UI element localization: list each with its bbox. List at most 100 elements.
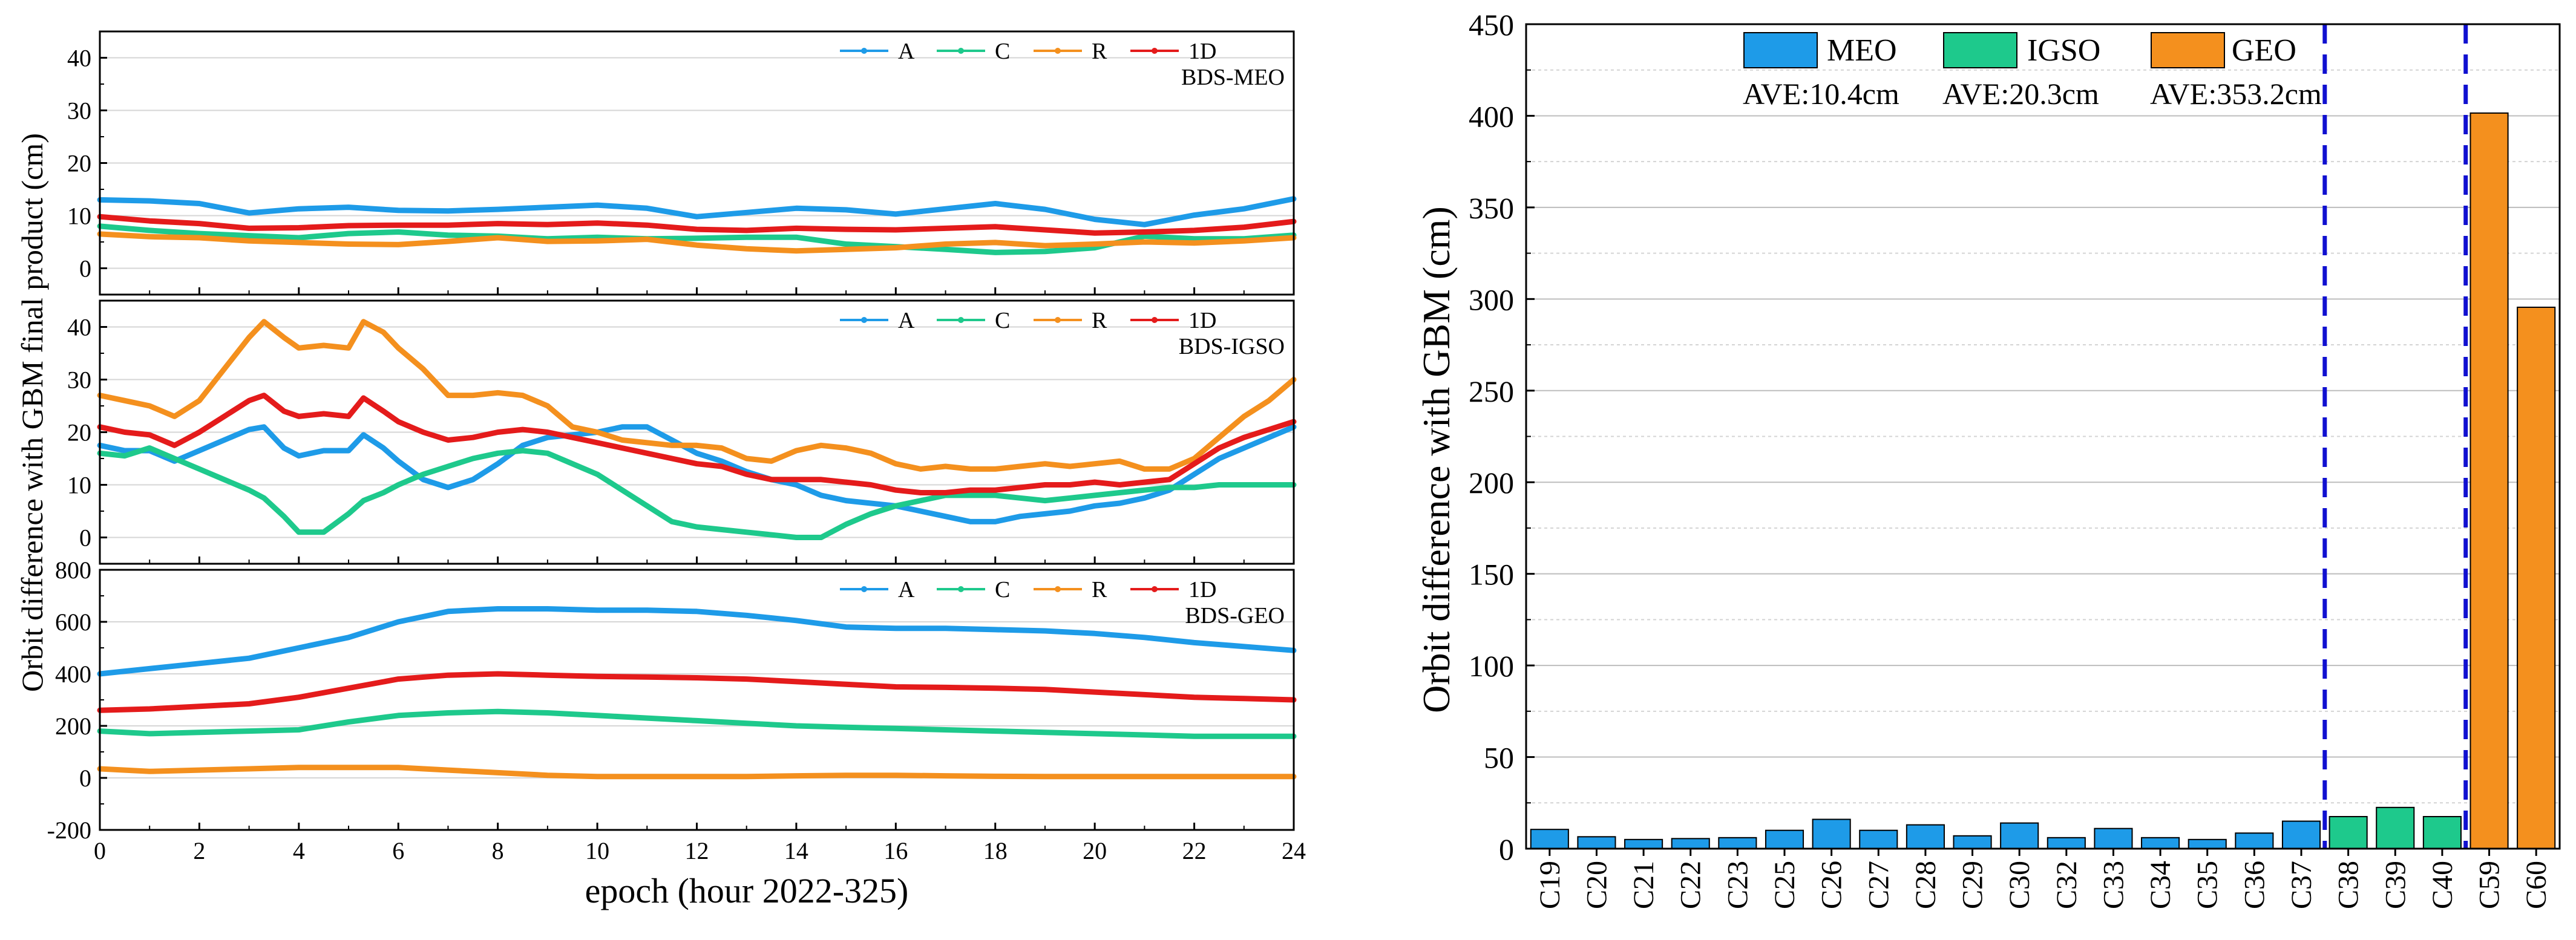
y-tick-label: 30 (67, 367, 91, 394)
x-tick-label-c21: C21 (1628, 861, 1660, 909)
legend-marker-a (861, 586, 867, 592)
x-tick-label: 8 (492, 837, 504, 864)
series-line-a (97, 606, 1297, 677)
legend-marker-a (861, 317, 867, 323)
x-tick-label: 24 (1282, 837, 1306, 864)
legend-average-meo: AVE:10.4cm (1743, 77, 1899, 111)
legend-label-r: R (1092, 39, 1107, 64)
x-tick-label-c29: C29 (1957, 861, 1989, 909)
legend-marker-1d (1152, 317, 1158, 323)
legend-marker-1d (1152, 586, 1158, 592)
x-tick-label: 20 (1083, 837, 1107, 864)
y-tick-label: 450 (1469, 8, 1514, 42)
x-tick-label-c35: C35 (2192, 861, 2224, 909)
legend-marker-c (958, 586, 964, 592)
legend-marker-r (1055, 317, 1061, 323)
y-tick-label: 400 (55, 661, 91, 688)
y-tick-label: 20 (67, 419, 91, 446)
legend-label-a: A (898, 577, 915, 602)
bar-c33 (2094, 827, 2133, 850)
bar-c29 (1953, 835, 1992, 849)
legend-swatch-geo (2151, 32, 2225, 68)
y-tick-label: 800 (55, 556, 91, 584)
y-tick-label: 350 (1469, 191, 1514, 225)
y-tick-label: 300 (1469, 282, 1514, 316)
bar-c30 (2000, 822, 2039, 850)
x-tick-label: 18 (983, 837, 1008, 864)
x-tick-label: 4 (293, 837, 305, 864)
bar-c36 (2235, 832, 2274, 849)
legend-swatch-meo (1743, 32, 1818, 68)
bar-c20 (1577, 836, 1616, 850)
bar-c26 (1812, 818, 1851, 849)
panel-frame (99, 569, 1295, 831)
series-line-r (97, 319, 1297, 472)
y-tick-label: 0 (79, 255, 91, 282)
series-line-r (97, 231, 1297, 254)
y-tick-label: 30 (67, 97, 91, 125)
x-tick-label-c30: C30 (2004, 861, 2036, 909)
series-line-r (97, 765, 1297, 780)
y-tick-label: 0 (1499, 832, 1514, 866)
legend-label-r: R (1092, 308, 1107, 333)
x-tick-label-c20: C20 (1581, 861, 1613, 909)
series-line-c (97, 223, 1297, 255)
legend-average-geo: AVE:353.2cm (2150, 77, 2322, 111)
left-y-axis-label: Orbit difference with GBM final product … (15, 133, 49, 692)
x-tick-label-c38: C38 (2333, 861, 2365, 909)
panel-title-bds-geo: BDS-GEO (1185, 603, 1285, 628)
legend-marker-r (1055, 48, 1061, 54)
legend-label-1d: 1D (1188, 577, 1216, 602)
bar-c60 (2517, 306, 2556, 850)
x-tick-label-c32: C32 (2051, 861, 2083, 909)
y-tick-label: 0 (79, 765, 91, 792)
legend-label-c: C (995, 39, 1010, 64)
panel-title-bds-igso: BDS-IGSO (1179, 334, 1285, 359)
y-tick-label: 400 (1469, 99, 1514, 133)
x-tick-label-c33: C33 (2097, 861, 2129, 909)
y-tick-label: 250 (1469, 374, 1514, 408)
legend-label-geo: GEO (2232, 33, 2296, 68)
bar-c34 (2141, 837, 2180, 849)
legend-label-a: A (898, 308, 915, 333)
bar-c28 (1906, 824, 1945, 849)
legend-average-igso: AVE:20.3cm (1942, 77, 2099, 111)
legend-marker-a (861, 48, 867, 54)
panel-frame (99, 299, 1295, 565)
series-line-a (97, 196, 1297, 227)
bar-c21 (1624, 838, 1663, 850)
y-tick-label: 0 (79, 524, 91, 552)
bar-c38 (2329, 815, 2368, 849)
y-tick-label: 20 (67, 150, 91, 177)
x-tick-label: 16 (883, 837, 908, 864)
bar-c37 (2281, 820, 2321, 849)
legend-marker-c (958, 48, 964, 54)
legend-label-c: C (995, 577, 1010, 602)
x-tick-label-c26: C26 (1816, 861, 1848, 909)
x-tick-label: 14 (784, 837, 808, 864)
bar-c32 (2047, 837, 2086, 849)
legend-marker-c (958, 317, 964, 323)
bar-c22 (1671, 838, 1710, 849)
y-tick-label: 100 (1469, 649, 1514, 683)
x-tick-label-c40: C40 (2427, 861, 2459, 909)
x-tick-label: 12 (685, 837, 709, 864)
y-tick-label: 50 (1484, 741, 1514, 775)
bar-c40 (2422, 815, 2462, 849)
y-tick-label: 600 (55, 609, 91, 636)
x-tick-label-c37: C37 (2286, 861, 2318, 909)
legend-swatch-igso (1943, 32, 2017, 68)
panel-title-bds-meo: BDS-MEO (1181, 65, 1285, 90)
x-tick-label-c59: C59 (2474, 861, 2506, 909)
x-tick-label-c34: C34 (2145, 861, 2177, 909)
x-tick-label-c19: C19 (1534, 861, 1566, 909)
bar-frame (1525, 23, 2561, 850)
series-line-1d (97, 671, 1297, 713)
legend-label-a: A (898, 39, 915, 64)
y-tick-label: 10 (67, 203, 91, 230)
